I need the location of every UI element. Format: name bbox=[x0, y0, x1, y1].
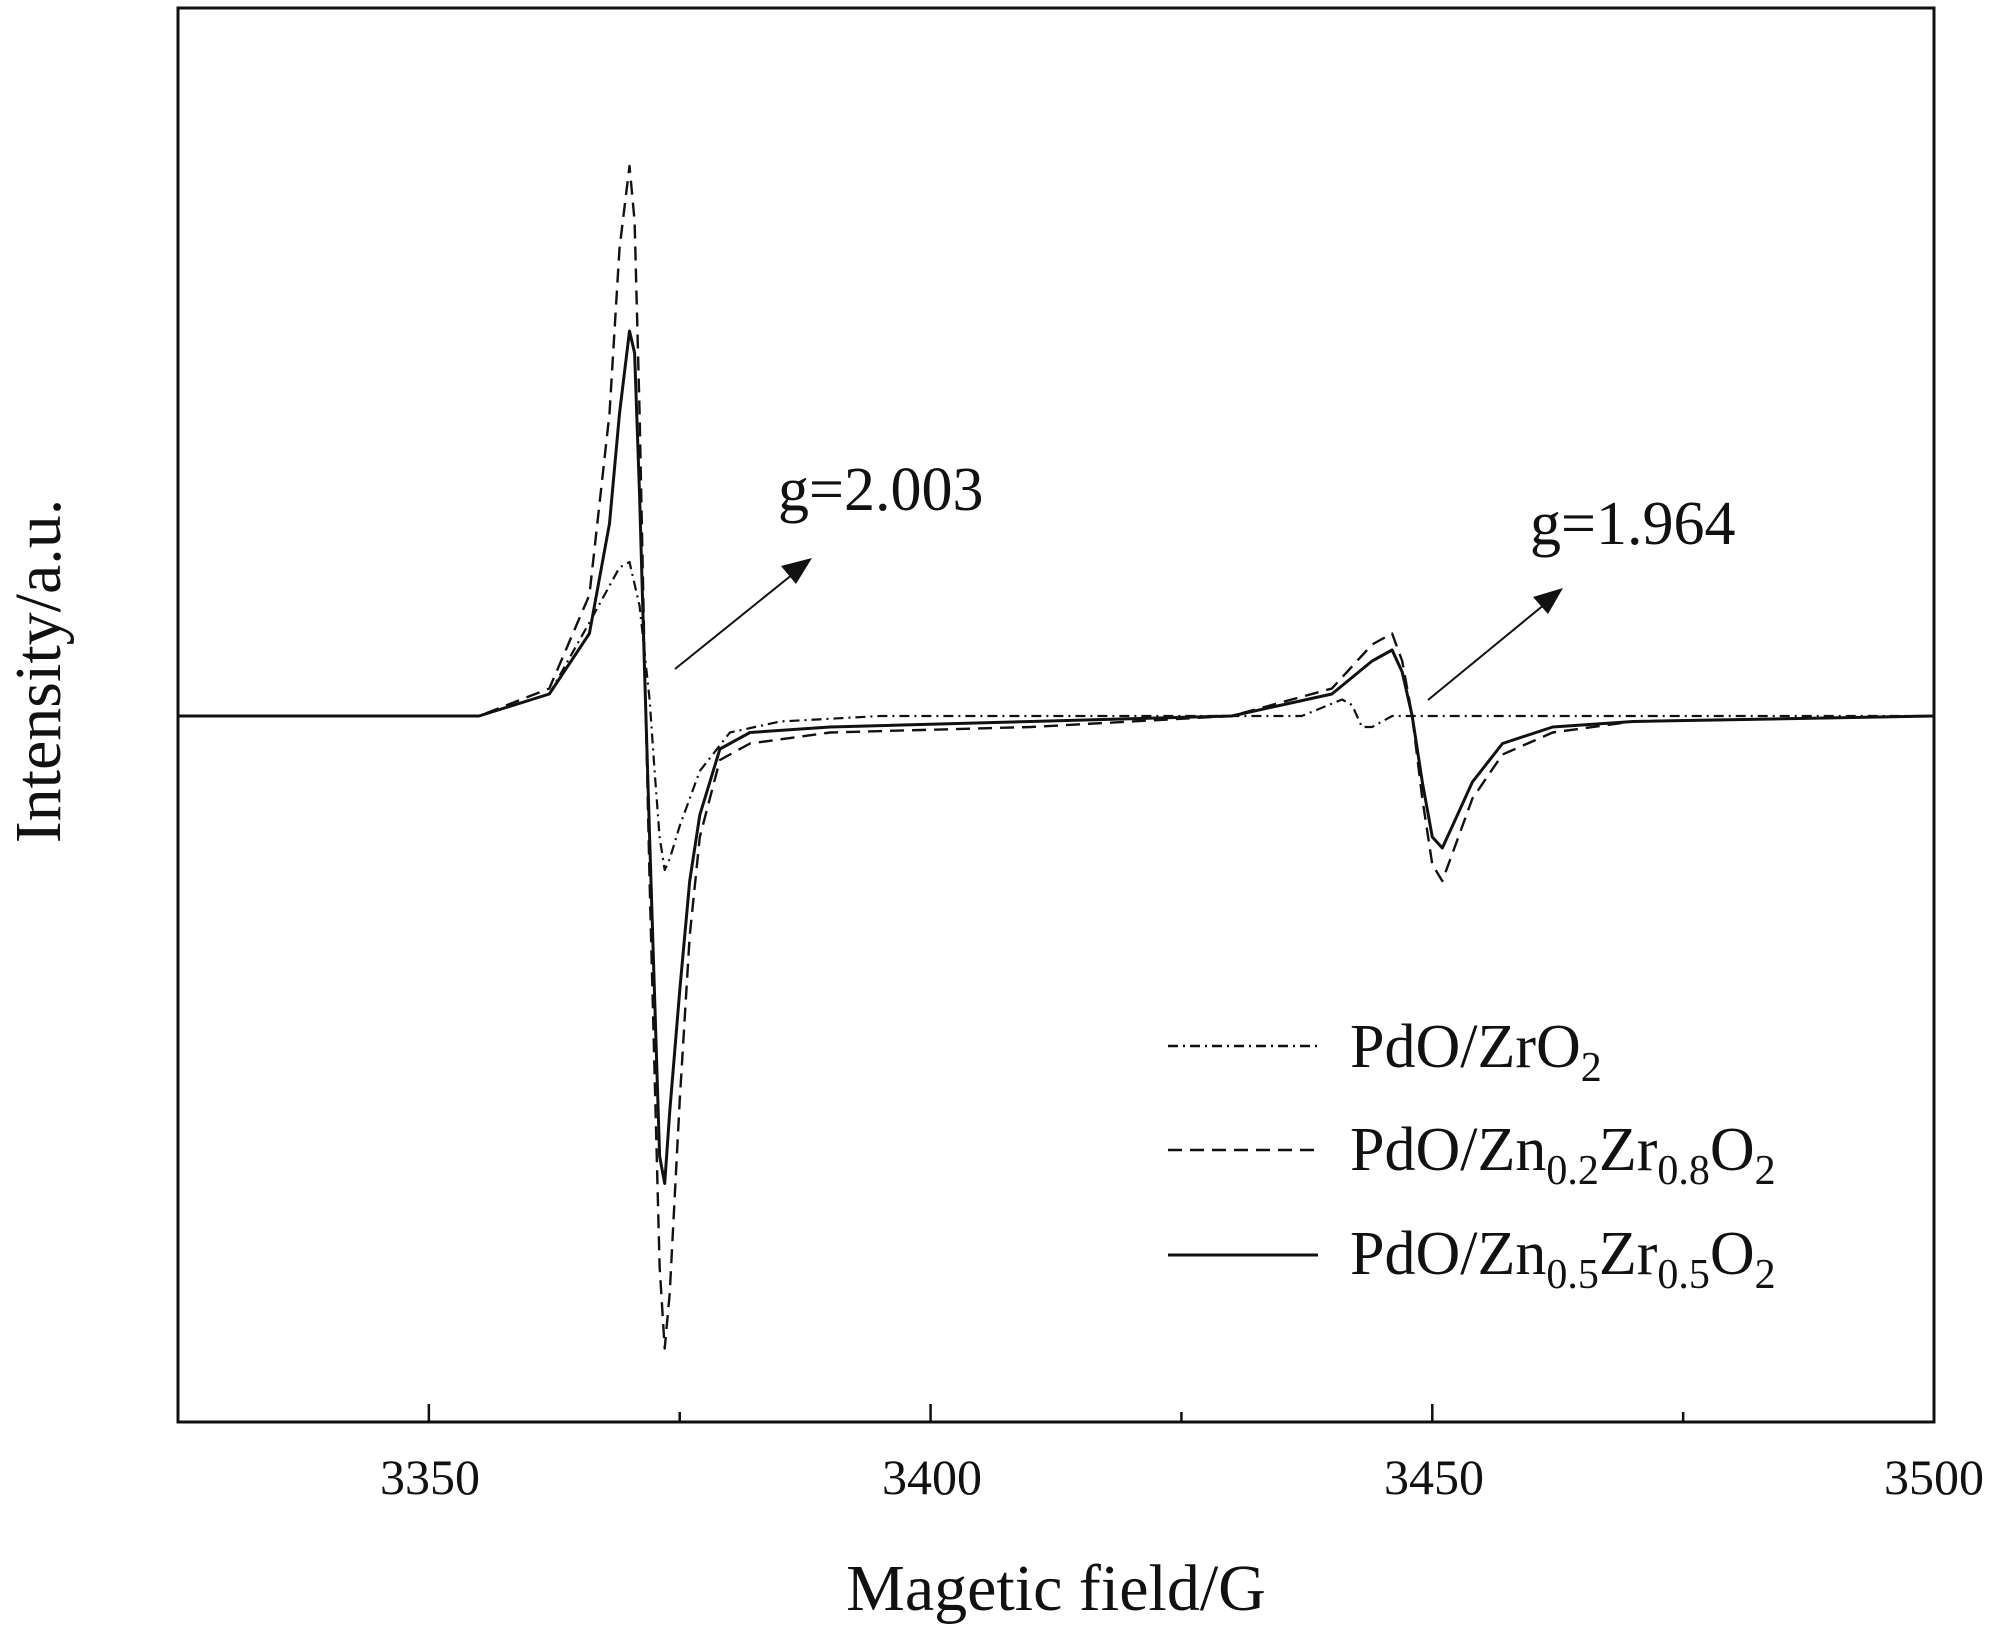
legend-1-mid2: O bbox=[1710, 1116, 1755, 1184]
series-line-solid bbox=[178, 329, 1935, 1185]
legend-label-pdo-zro2: PdO/ZrO2 bbox=[1350, 1013, 1602, 1091]
legend-2-mid1: Zr bbox=[1599, 1220, 1658, 1288]
annotation-arrowhead-g-1964 bbox=[1533, 588, 1563, 614]
legend-1-mid1: Zr bbox=[1599, 1116, 1658, 1184]
x-tick-label-3500: 3500 bbox=[1884, 1449, 1984, 1505]
annotation-arrowhead-g-2003 bbox=[781, 558, 812, 584]
y-axis-title: Intensity/a.u. bbox=[2, 499, 75, 844]
legend-2-sub3: 2 bbox=[1755, 1252, 1776, 1298]
legend-2-pre: PdO/Zn bbox=[1350, 1220, 1546, 1288]
legend-label-pdo-zn02zr08o2: PdO/Zn0.2Zr0.8O2 bbox=[1350, 1116, 1776, 1194]
annotation-g-2003: g=2.003 bbox=[778, 456, 983, 524]
annotation-arrow-g-2003 bbox=[674, 573, 794, 670]
legend-1-sub2: 0.8 bbox=[1657, 1148, 1710, 1194]
series-line-dash-dot bbox=[178, 560, 1934, 872]
x-tick-label-3350: 3350 bbox=[380, 1449, 480, 1505]
legend-2-sub1: 0.5 bbox=[1546, 1252, 1599, 1298]
x-tick-label-3450: 3450 bbox=[1384, 1449, 1484, 1505]
legend-1-sub3: 2 bbox=[1755, 1148, 1776, 1194]
series-line-dashed bbox=[178, 164, 1935, 1350]
legend-0-sub1: 2 bbox=[1581, 1045, 1602, 1091]
annotation-arrow-g-1964 bbox=[1427, 603, 1546, 701]
legend-0-pre: PdO/ZrO bbox=[1350, 1013, 1581, 1081]
legend-2-sub2: 0.5 bbox=[1657, 1252, 1710, 1298]
x-tick-label-3400: 3400 bbox=[882, 1449, 982, 1505]
annotation-g-1964: g=1.964 bbox=[1530, 490, 1735, 558]
legend-2-mid2: O bbox=[1710, 1220, 1755, 1288]
legend-1-pre: PdO/Zn bbox=[1350, 1116, 1546, 1184]
legend: PdO/ZrO2 PdO/Zn0.2Zr0.8O2 PdO/Zn0.5Zr0.5… bbox=[1168, 1013, 1776, 1298]
legend-label-pdo-zn05zr05o2: PdO/Zn0.5Zr0.5O2 bbox=[1350, 1220, 1776, 1298]
legend-1-sub1: 0.2 bbox=[1546, 1148, 1599, 1194]
x-axis-title: Magetic field/G bbox=[846, 1552, 1266, 1625]
